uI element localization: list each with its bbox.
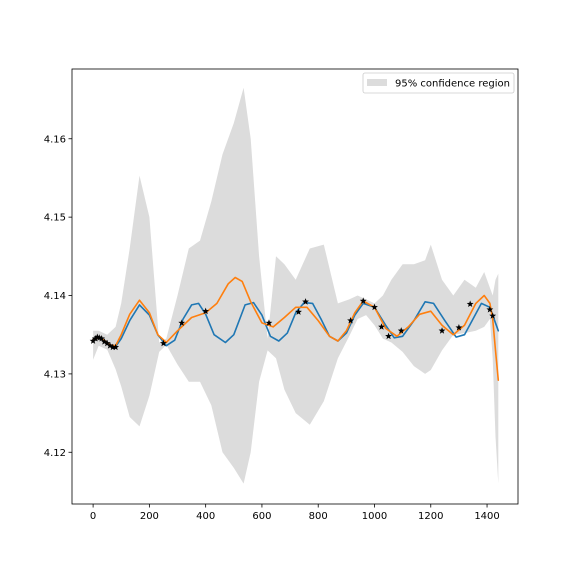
observation-marker [455, 324, 463, 331]
observation-marker [103, 339, 111, 347]
legend-band-swatch [367, 79, 387, 86]
observation-marker [109, 343, 117, 351]
observation-marker [371, 303, 378, 311]
observation-marker [295, 308, 302, 315]
x-tick-label: 1000 [362, 511, 387, 522]
y-tick-label: 4.12 [44, 448, 66, 459]
x-tick-label: 800 [309, 511, 328, 522]
legend-frame [362, 72, 515, 94]
observation-marker [91, 335, 99, 342]
legend: 95% confidence region [362, 72, 515, 94]
observation-marker [302, 298, 309, 305]
x-tick-label: 1400 [474, 511, 499, 522]
observation-marker [359, 297, 367, 304]
observation-marker [106, 342, 114, 349]
observation-marker [98, 335, 105, 342]
legend-label: 95% confidence region [395, 79, 510, 90]
observation-marker [397, 327, 405, 334]
x-tick-label: 0 [90, 511, 96, 522]
observation-marker [89, 337, 97, 344]
observation-marker [202, 307, 210, 315]
axes-layer: 0 200 400 600 800 1000 1200 1400 4.12 4.13 4.14 4.1… [44, 134, 500, 522]
observation-marker [378, 323, 385, 330]
observation-marker [160, 339, 167, 347]
confidence-band [93, 87, 499, 484]
observation-marker [466, 300, 474, 308]
x-tick-label: 600 [252, 511, 271, 522]
observation-marker [178, 319, 186, 326]
observation-marker [438, 327, 446, 334]
series-line-orange [92, 276, 500, 381]
observation-marker [486, 306, 494, 313]
observation-marker [100, 338, 108, 345]
observation-marker [385, 332, 392, 340]
x-tick-label: 400 [196, 511, 215, 522]
y-tick-label: 4.15 [44, 213, 66, 224]
observation-marker [265, 319, 273, 326]
y-tick-label: 4.13 [44, 369, 66, 380]
data-layer [89, 87, 500, 484]
observation-marker [347, 316, 354, 324]
observation-marker [489, 312, 497, 319]
x-tick-label: 1200 [418, 511, 443, 522]
y-tick-label: 4.14 [44, 291, 66, 302]
x-tick-label: 200 [140, 511, 159, 522]
y-tick-label: 4.16 [44, 134, 66, 145]
observation-marker [112, 343, 120, 351]
series-line-blue [92, 301, 500, 348]
plot-frame [71, 68, 519, 505]
